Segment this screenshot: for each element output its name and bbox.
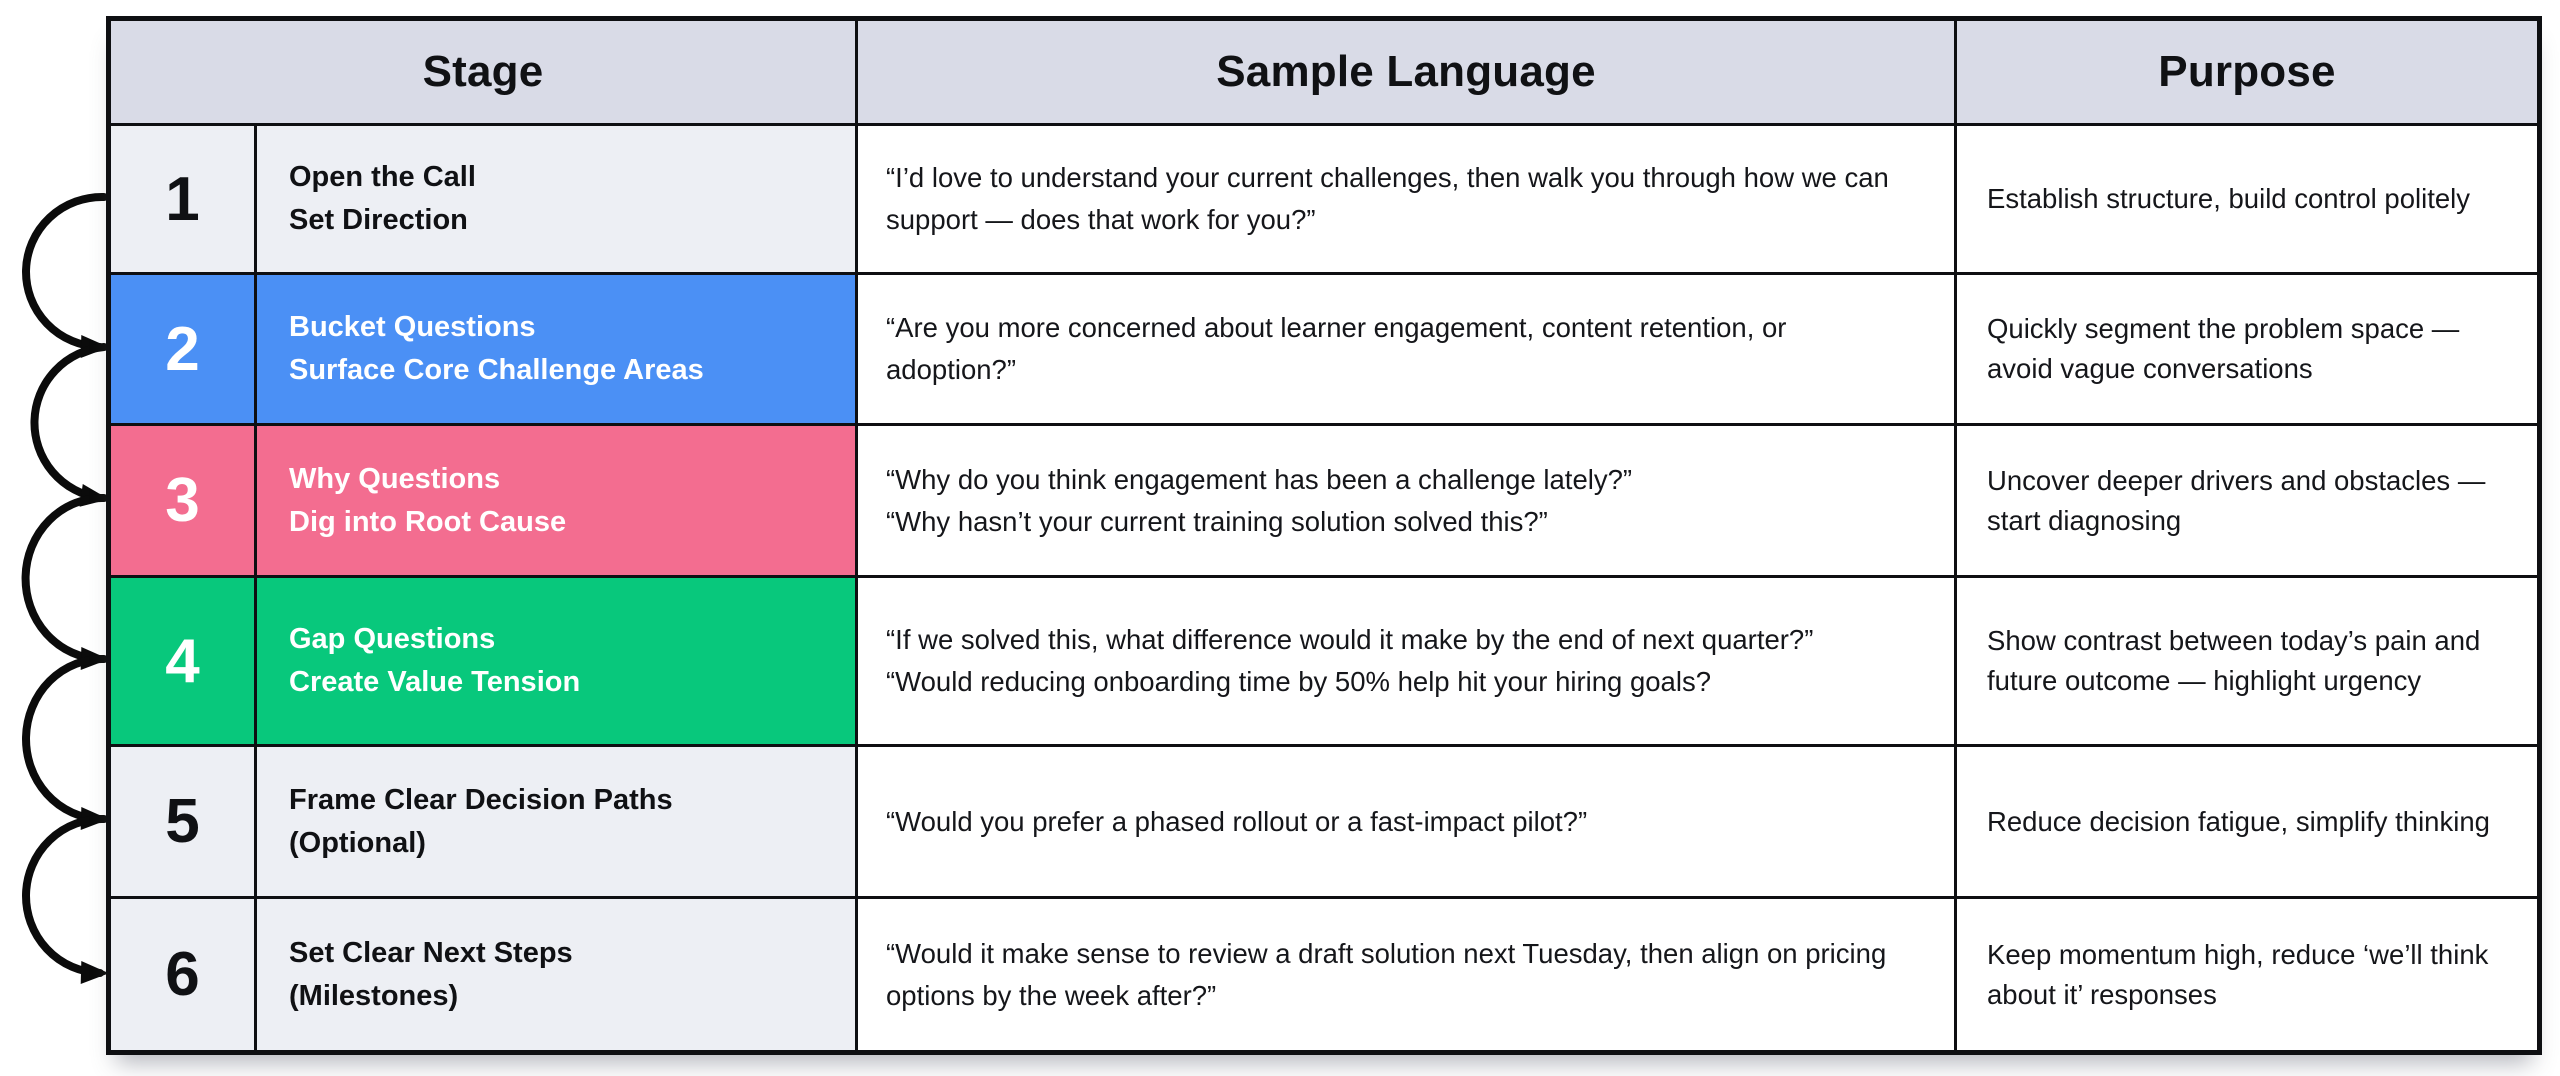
- stage-title: Open the Call: [289, 161, 476, 193]
- stage-name-cell: Why Questions Dig into Root Cause: [253, 423, 859, 578]
- table-row-stage-4: 4 Gap Questions Create Value Tension “If…: [107, 575, 2542, 747]
- sample-quote: “Why do you think engagement has been a …: [886, 463, 1633, 495]
- flow-arrow-icon-5: [22, 814, 109, 984]
- stage-subtitle: Set Direction: [289, 204, 468, 236]
- purpose-cell: Keep momentum high, reduce ‘we’ll think …: [1954, 896, 2542, 1054]
- sample-language-cell: “I’d love to understand your current cha…: [855, 123, 1958, 275]
- stage-number: 6: [107, 896, 257, 1054]
- table-row-stage-1: 1 Open the Call Set Direction “I’d love …: [107, 123, 2542, 275]
- sample-quote: “I’d love to understand your current cha…: [886, 162, 1889, 235]
- stage-name-cell: Set Clear Next Steps (Milestones): [253, 896, 859, 1054]
- stage-name-cell: Bucket Questions Surface Core Challenge …: [253, 272, 859, 426]
- sample-quote: “Why hasn’t your current training soluti…: [886, 505, 1548, 537]
- stage-number: 1: [107, 123, 257, 275]
- sample-language-cell: “Why do you think engagement has been a …: [855, 423, 1958, 578]
- flow-arrow-icon-3: [21, 493, 109, 670]
- stage-subtitle: Surface Core Challenge Areas: [289, 354, 704, 386]
- stage-title: Why Questions: [289, 462, 501, 495]
- table-row-stage-2: 2 Bucket Questions Surface Core Challeng…: [107, 272, 2542, 426]
- sample-language-cell: “If we solved this, what difference woul…: [855, 575, 1958, 747]
- column-header-stage: Stage: [106, 17, 859, 126]
- flow-arrow-icon-2: [30, 343, 109, 507]
- stage-title: Set Clear Next Steps: [289, 936, 573, 969]
- stage-number: 5: [107, 744, 257, 899]
- column-header-sample-language: Sample Language: [855, 17, 1958, 126]
- purpose-cell: Uncover deeper drivers and obstacles — s…: [1954, 423, 2542, 578]
- table-row-stage-6: 6 Set Clear Next Steps (Milestones) “Wou…: [107, 896, 2542, 1054]
- stage-number: 4: [107, 575, 257, 747]
- sample-language-cell: “Would you prefer a phased rollout or a …: [855, 744, 1958, 899]
- purpose-cell: Reduce decision fatigue, simplify thinki…: [1954, 744, 2542, 899]
- sample-quote: “Are you more concerned about learner en…: [886, 312, 1787, 385]
- stage-name-cell: Frame Clear Decision Paths (Optional): [253, 744, 859, 899]
- stage-subtitle: Dig into Root Cause: [289, 505, 567, 538]
- sample-language-cell: “Would it make sense to review a draft s…: [855, 896, 1958, 1054]
- flow-arrow-icon-1: [21, 192, 109, 358]
- sample-language-cell: “Are you more concerned about learner en…: [855, 272, 1958, 426]
- flow-arrow-icon-4: [22, 654, 109, 830]
- sample-quote: “If we solved this, what difference woul…: [886, 624, 1814, 655]
- header-row: Stage Sample Language Purpose: [106, 17, 2542, 126]
- sample-quote: “Would it make sense to review a draft s…: [886, 937, 1887, 1011]
- stage-title: Frame Clear Decision Paths: [289, 783, 673, 816]
- sample-quote: “Would reducing onboarding time by 50% h…: [886, 666, 1712, 697]
- column-header-purpose: Purpose: [1954, 17, 2542, 126]
- sample-quote: “Would you prefer a phased rollout or a …: [886, 805, 1588, 837]
- table-row-stage-5: 5 Frame Clear Decision Paths (Optional) …: [107, 744, 2542, 899]
- stage-title: Bucket Questions: [289, 311, 536, 343]
- stage-title: Gap Questions: [289, 623, 496, 655]
- purpose-cell: Quickly segment the problem space — avoi…: [1954, 272, 2542, 426]
- stage-number: 2: [107, 272, 257, 426]
- purpose-cell: Establish structure, build control polit…: [1954, 123, 2542, 275]
- stage-subtitle: Create Value Tension: [289, 666, 581, 698]
- sales-call-stage-table: Stage Sample Language Purpose 1 Open the…: [106, 16, 2543, 1055]
- stage-flow-arrows: [21, 192, 109, 984]
- stage-name-cell: Open the Call Set Direction: [253, 123, 859, 275]
- stage-subtitle: (Optional): [289, 826, 426, 859]
- stage-name-cell: Gap Questions Create Value Tension: [253, 575, 859, 747]
- table-row-stage-3: 3 Why Questions Dig into Root Cause “Why…: [107, 423, 2542, 578]
- purpose-cell: Show contrast between today’s pain and f…: [1954, 575, 2542, 747]
- stage-number: 3: [107, 423, 257, 578]
- stage-subtitle: (Milestones): [289, 979, 459, 1012]
